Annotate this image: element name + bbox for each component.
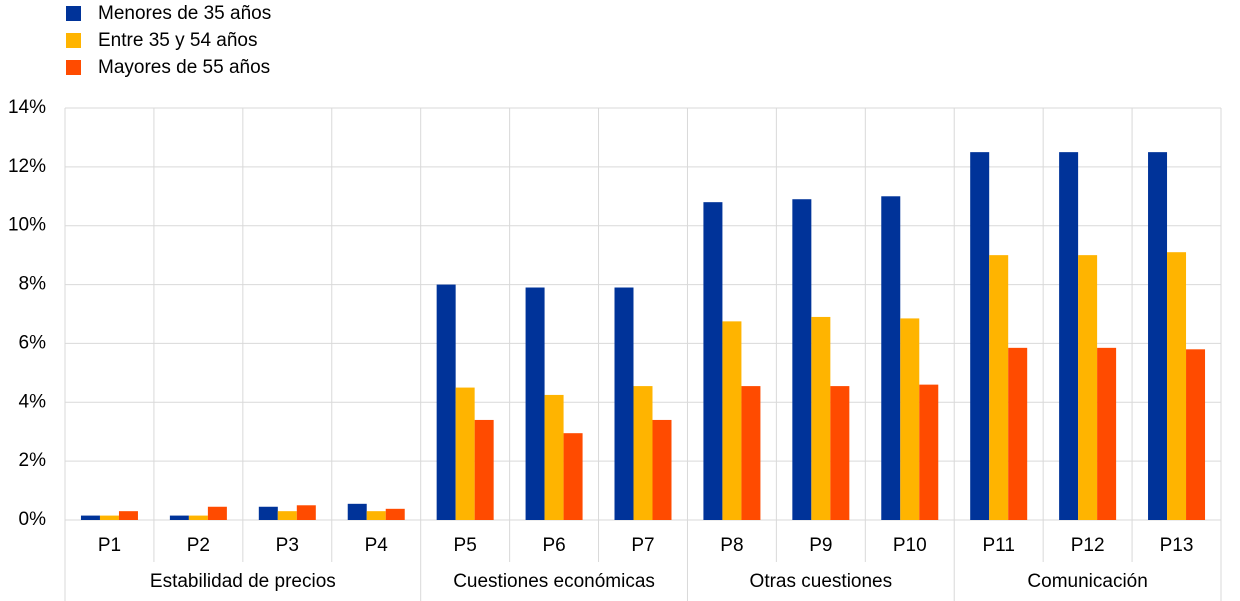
group-label: Estabilidad de precios [150,571,336,592]
x-tick-label: P1 [98,535,121,556]
bar [703,202,723,520]
y-tick-label: 6% [19,332,47,353]
y-tick-label: 12% [8,156,46,177]
bar [1059,152,1079,520]
bar [474,419,494,520]
legend-swatch [66,60,81,75]
legend-label: Mayores de 55 años [98,57,270,78]
bar [1148,152,1168,520]
bar [811,316,831,520]
bar [188,515,208,520]
bar [563,433,583,520]
bar [80,515,100,520]
bar [652,419,672,520]
bar [614,287,634,520]
bar [792,199,812,520]
x-tick-label: P10 [893,535,927,556]
y-tick-label: 8% [19,274,47,295]
legend-swatch [66,33,81,48]
bar [436,284,456,520]
bar [385,508,405,520]
bar [1186,349,1206,520]
bar [544,394,564,520]
bar [169,515,189,520]
bar [900,318,920,520]
group-label: Comunicación [1027,571,1147,592]
y-tick-label: 0% [19,509,47,530]
bar [881,196,901,521]
bar [1167,252,1187,520]
bar [989,255,1009,520]
bar [258,506,278,520]
legend-swatch [66,6,81,21]
x-tick-label: P11 [982,535,1014,556]
bar [919,384,939,520]
bar [277,511,297,520]
bar [970,152,990,520]
y-tick-label: 4% [19,391,47,412]
x-tick-label: P3 [276,535,299,556]
x-tick-label: P9 [809,535,832,556]
legend-label: Entre 35 y 54 años [98,30,258,51]
x-tick-label: P13 [1160,535,1194,556]
y-tick-label: 10% [8,215,46,236]
x-tick-label: P7 [631,535,654,556]
bar [207,506,227,520]
bar [830,386,850,520]
x-tick-label: P2 [187,535,210,556]
bar [118,511,138,520]
bar [633,386,653,520]
bar [1097,347,1117,520]
x-tick-label: P12 [1071,535,1105,556]
bar [366,511,386,520]
bar [741,386,761,520]
x-tick-label: P8 [720,535,743,556]
y-tick-label: 2% [19,450,47,471]
x-tick-label: P4 [365,535,389,556]
x-tick-label: P6 [542,535,565,556]
bar [1008,347,1028,520]
bar [99,515,119,520]
legend-label: Menores de 35 años [98,3,271,24]
bar [455,387,475,520]
bar [722,321,742,520]
group-label: Otras cuestiones [750,571,893,592]
bar [1078,255,1098,520]
bar [296,505,316,520]
x-tick-label: P5 [454,535,477,556]
bar [525,287,545,520]
bar [347,503,367,520]
y-tick-label: 14% [8,97,46,118]
group-label: Cuestiones económicas [453,571,655,592]
